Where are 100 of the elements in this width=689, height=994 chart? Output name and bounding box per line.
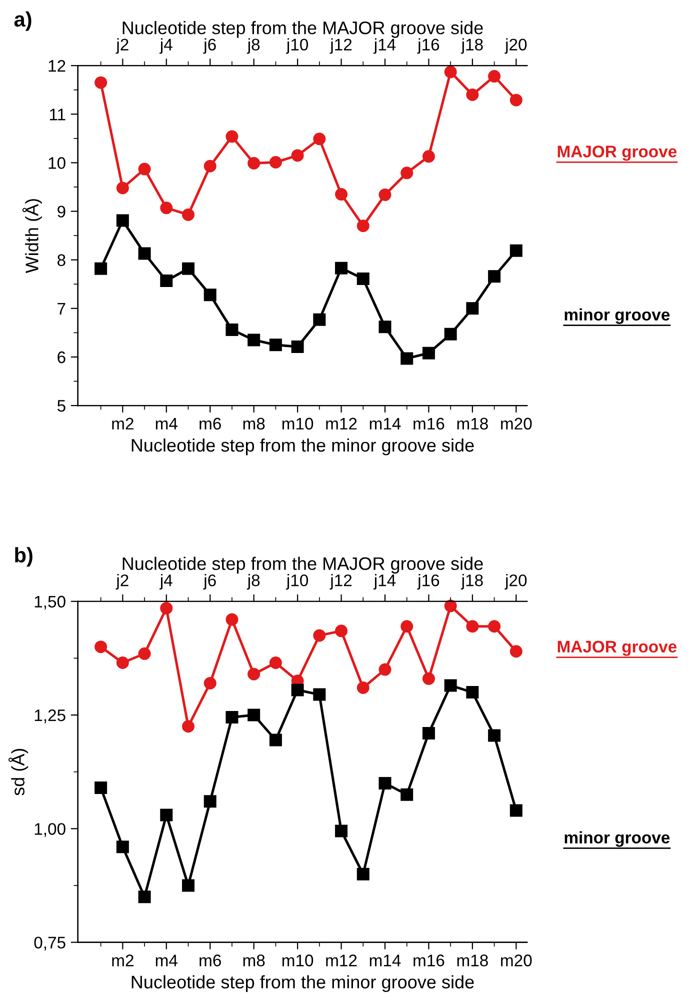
- text: j18: [460, 38, 483, 54]
- text: j4: [160, 38, 172, 54]
- chart-title: a): [14, 11, 32, 31]
- point: [138, 647, 151, 660]
- point: [204, 288, 216, 302]
- point: [138, 247, 151, 260]
- point: [116, 182, 129, 194]
- point: [378, 776, 392, 790]
- y-tick-label: 0,75: [34, 936, 66, 950]
- x-tick-label: m18: [457, 418, 488, 430]
- point: [160, 808, 173, 822]
- x-tick-label: m4: [156, 418, 178, 430]
- point: [182, 720, 194, 733]
- x-tick-label: m18: [457, 954, 488, 966]
- point: [335, 262, 348, 274]
- point: [400, 620, 414, 633]
- y-axis-title: Width (Å): [22, 199, 42, 274]
- point: [510, 804, 522, 817]
- point: [269, 734, 282, 746]
- point: [182, 262, 194, 275]
- y-tick-label: 7: [58, 302, 66, 314]
- point: [422, 672, 435, 685]
- text: j8: [246, 574, 260, 590]
- point: [269, 656, 282, 669]
- point: [94, 640, 108, 654]
- x2-axis-title: Nucleotide step from the MAJOR groove side: [122, 21, 483, 38]
- point: [466, 88, 479, 101]
- text: j2: [116, 574, 128, 590]
- point: [226, 711, 238, 724]
- point: [488, 729, 501, 742]
- y-tick-label: 1,00: [34, 823, 66, 837]
- text: j12: [330, 38, 352, 54]
- point: [510, 94, 522, 106]
- point: [116, 840, 129, 854]
- y-tick-label: 9: [58, 206, 66, 218]
- point: [400, 166, 414, 180]
- point: [400, 788, 414, 801]
- y-tick-label: 10: [48, 157, 66, 169]
- point: [182, 208, 194, 221]
- point: [226, 130, 238, 143]
- point: [466, 302, 479, 315]
- text: minor groove: [564, 308, 670, 324]
- text: j20: [504, 38, 527, 54]
- point: [291, 149, 304, 162]
- point: [313, 688, 326, 701]
- text: j16: [417, 38, 440, 54]
- point: [248, 334, 260, 346]
- text: j12: [330, 574, 352, 590]
- point: [378, 663, 392, 676]
- point: [335, 824, 348, 838]
- point: [204, 795, 216, 808]
- text: j14: [373, 38, 396, 54]
- text: j8: [246, 38, 260, 54]
- point: [444, 600, 457, 612]
- y-tick-label: 5: [57, 400, 66, 412]
- chart-title: b): [15, 547, 32, 567]
- x-tick-label: m8: [243, 418, 265, 430]
- text: j4: [160, 574, 172, 590]
- x-axis-title: Nucleotide step from the minor groove side: [132, 438, 474, 456]
- x-tick-label: m14: [370, 418, 401, 430]
- point: [444, 66, 457, 78]
- text: j2: [116, 38, 128, 54]
- point: [248, 156, 260, 170]
- point: [422, 346, 435, 360]
- point: [269, 156, 282, 168]
- point: [510, 244, 522, 257]
- point: [160, 274, 173, 287]
- text: j6: [203, 574, 216, 590]
- x-tick-label: m16: [414, 954, 444, 966]
- point: [335, 624, 348, 638]
- point: [116, 656, 129, 669]
- point: [466, 620, 479, 633]
- point: [204, 160, 216, 172]
- point: [226, 324, 238, 336]
- point: [356, 868, 370, 880]
- point: [94, 76, 108, 89]
- point: [444, 328, 457, 340]
- text: j6: [203, 38, 216, 54]
- x-tick-label: m8: [243, 954, 265, 966]
- point: [94, 262, 108, 275]
- point: [356, 272, 370, 286]
- text: MAJOR groove: [558, 146, 677, 161]
- x-tick-label: m4: [156, 954, 178, 966]
- text: j10: [286, 574, 308, 590]
- point: [248, 708, 260, 722]
- y-tick-label: 12: [48, 60, 66, 72]
- text: MAJOR groove: [558, 640, 677, 656]
- y-tick-label: 1,25: [34, 709, 66, 724]
- x-tick-label: m20: [501, 954, 532, 966]
- point: [116, 214, 129, 227]
- text: j14: [373, 574, 396, 590]
- point: [356, 681, 370, 694]
- point: [94, 782, 108, 794]
- point: [226, 613, 238, 626]
- point: [313, 132, 326, 146]
- point: [356, 220, 370, 232]
- x-tick-label: m12: [326, 954, 357, 966]
- x-tick-label: m12: [326, 418, 357, 430]
- x-tick-label: m16: [414, 418, 444, 430]
- text: j18: [460, 574, 483, 590]
